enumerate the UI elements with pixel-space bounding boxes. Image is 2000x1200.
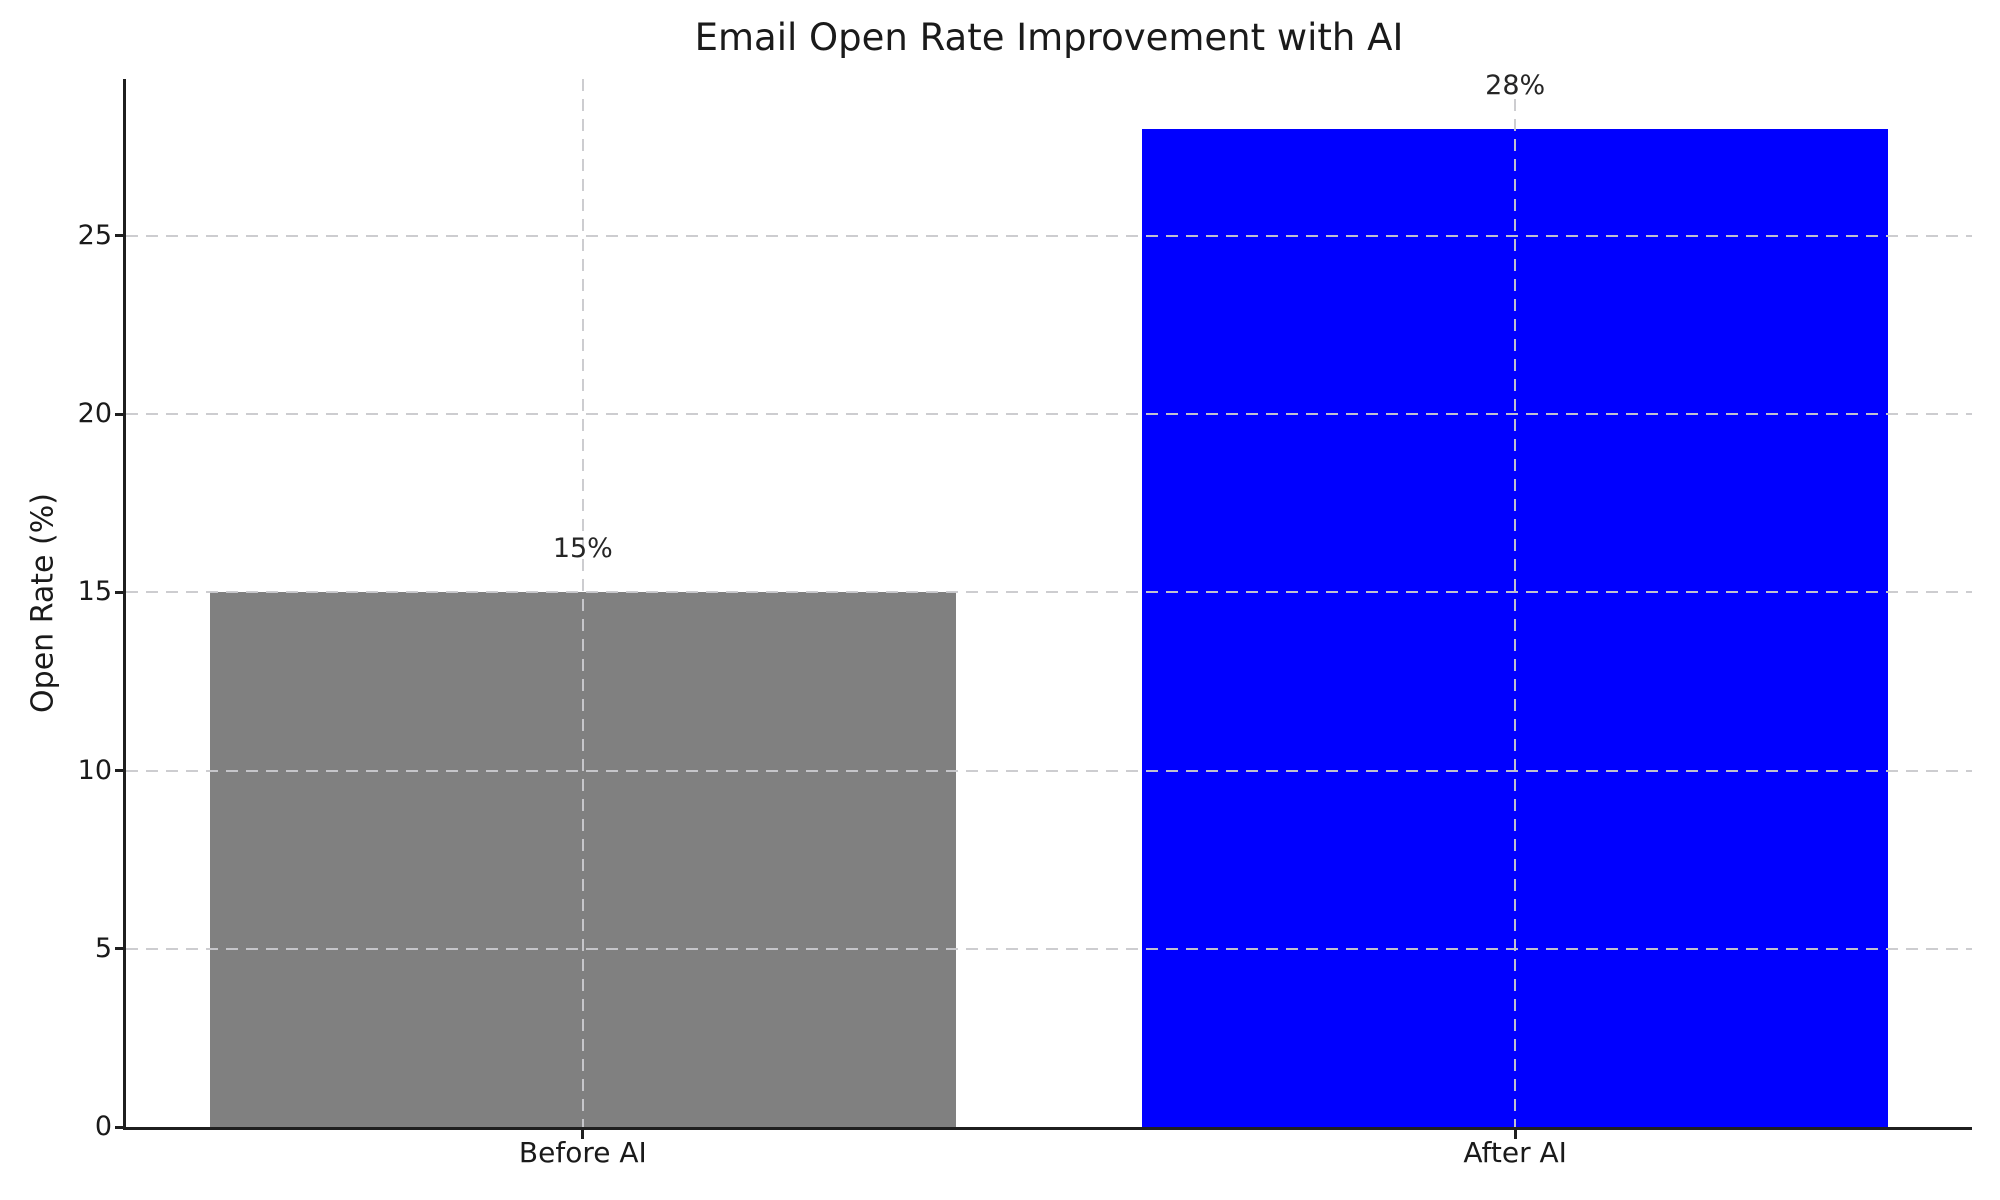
horizontal-gridline [126, 234, 1972, 237]
plot-area: 15% Before AI 28% After AI 0 5 10 15 20 25 [78, 70, 1972, 1169]
vertical-gridline [581, 79, 584, 1127]
bar-value-label: 15% [552, 533, 613, 565]
y-tick-label: 15 [77, 576, 112, 608]
y-tick-label: 25 [77, 219, 112, 251]
horizontal-gridline [126, 769, 1972, 772]
y-tick-mark [115, 1125, 126, 1129]
horizontal-gridline [126, 947, 1972, 950]
horizontal-gridline [126, 591, 1972, 594]
y-axis-spine [123, 79, 126, 1130]
y-tick-mark [115, 947, 126, 951]
x-tick-mark [581, 1130, 585, 1139]
x-tick-mark [1513, 1130, 1517, 1139]
x-tick-label: Before AI [518, 1136, 647, 1169]
vertical-gridline [1514, 79, 1517, 1127]
y-tick-label: 20 [77, 398, 112, 430]
y-tick-mark [115, 234, 126, 238]
x-tick-label: After AI [1463, 1136, 1567, 1169]
x-axis-spine [123, 1127, 1972, 1130]
y-tick-mark [115, 769, 126, 773]
y-tick-label: 0 [94, 1111, 112, 1142]
chart-title: Email Open Rate Improvement with AI [694, 16, 1404, 59]
y-tick-label: 5 [94, 932, 112, 964]
bar-value-label: 28% [1485, 69, 1546, 101]
y-tick-label: 10 [77, 754, 112, 786]
horizontal-gridline [126, 413, 1972, 416]
y-tick-mark [115, 412, 126, 416]
y-tick-mark [115, 590, 126, 594]
